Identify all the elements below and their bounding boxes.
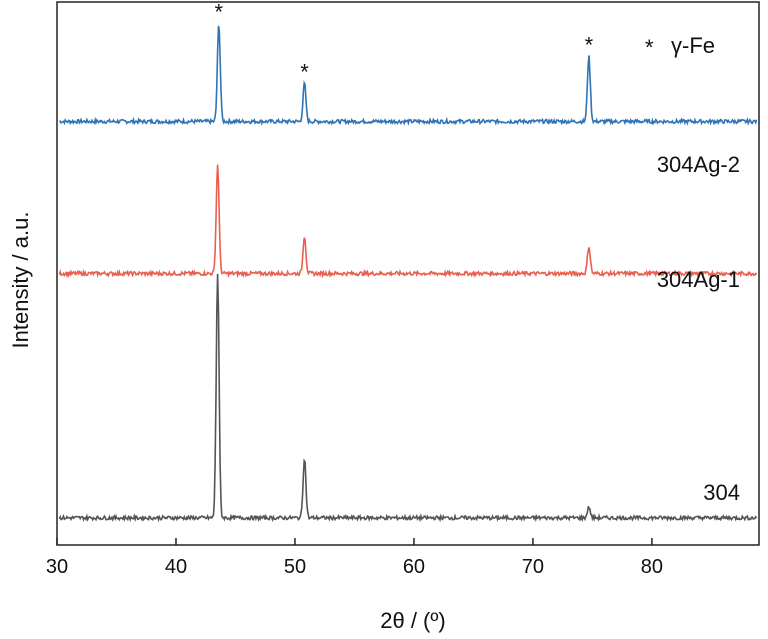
x-tick-label: 50 bbox=[284, 556, 306, 578]
y-axis-title: Intensity / a.u. bbox=[8, 212, 33, 349]
series-line-304ag-2 bbox=[59, 25, 758, 126]
series-line-304 bbox=[58, 273, 758, 523]
peak-marker: * bbox=[585, 32, 594, 57]
series-layer bbox=[58, 25, 758, 523]
series-label-layer: 304Ag-2 304Ag-1 304 bbox=[657, 152, 740, 505]
series-label: 304 bbox=[703, 480, 740, 505]
x-tick-label: 30 bbox=[46, 556, 68, 578]
legend-label: γ-Fe bbox=[671, 33, 715, 58]
peak-marker-layer: * * * bbox=[215, 0, 594, 84]
x-tick-label: 70 bbox=[522, 556, 544, 578]
series-label: 304Ag-1 bbox=[657, 267, 740, 292]
x-axis-ticks: 30 40 50 60 70 80 bbox=[46, 538, 663, 578]
legend-marker: * bbox=[645, 35, 654, 60]
x-axis-title: 2θ / (º) bbox=[380, 608, 446, 633]
peak-marker: * bbox=[300, 59, 309, 84]
x-tick-label: 80 bbox=[641, 556, 663, 578]
series-label: 304Ag-2 bbox=[657, 152, 740, 177]
peak-marker: * bbox=[215, 0, 224, 25]
series-line-304ag-1 bbox=[58, 164, 758, 279]
plot-frame bbox=[56, 1, 760, 546]
x-tick-label: 40 bbox=[165, 556, 187, 578]
x-tick-label: 60 bbox=[403, 556, 425, 578]
